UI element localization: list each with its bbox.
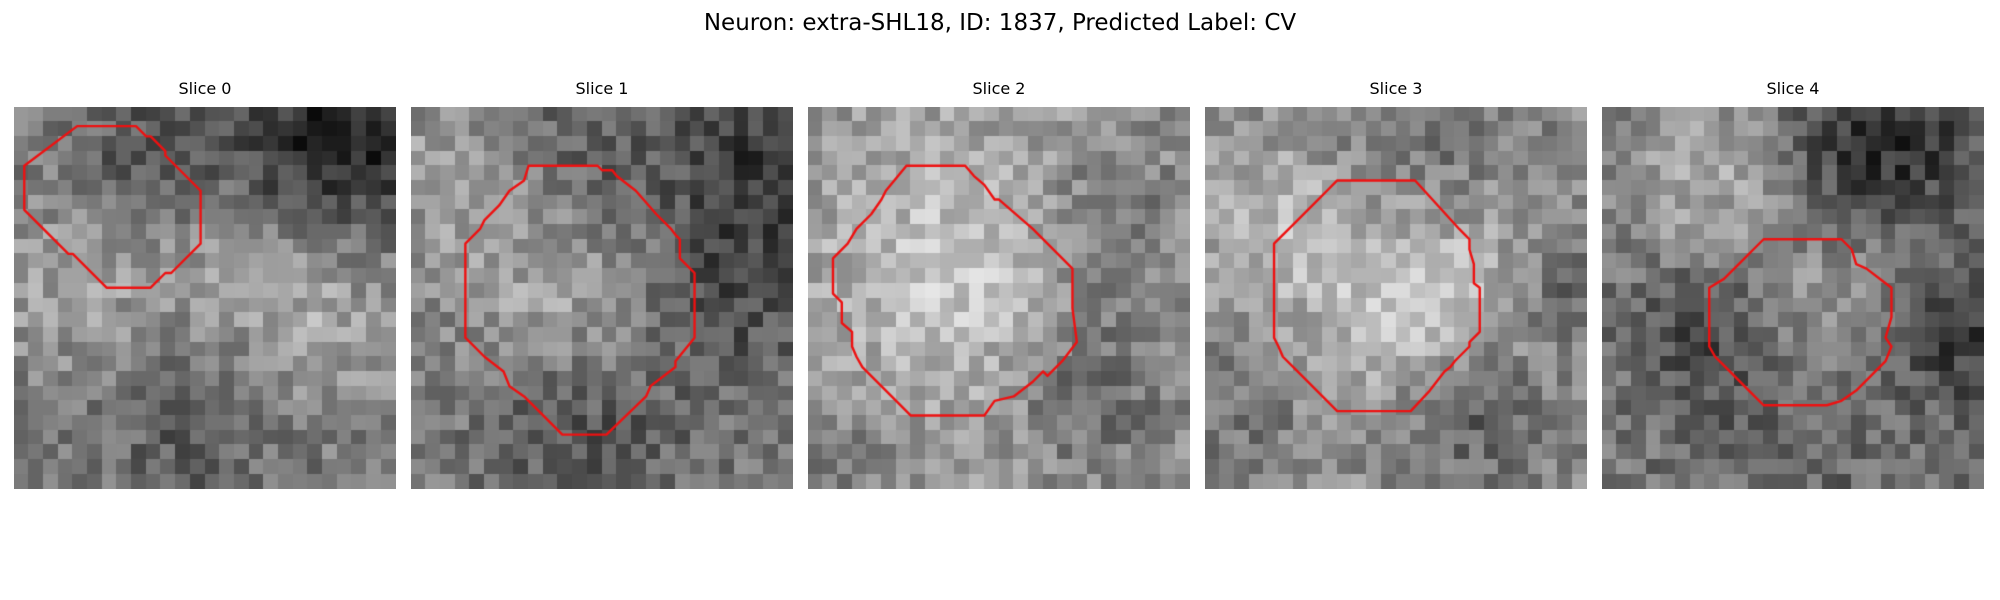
slice-image-4: [1602, 107, 1984, 489]
slice-panel-2: Slice 2: [808, 79, 1190, 489]
slice-panel-3: Slice 3: [1205, 79, 1587, 489]
slice-image-0: [14, 107, 396, 489]
slice-image-3: [1205, 107, 1587, 489]
slice-image-2: [808, 107, 1190, 489]
slice-title-4: Slice 4: [1766, 79, 1820, 98]
slice-title-1: Slice 1: [575, 79, 629, 98]
slice-panel-4: Slice 4: [1602, 79, 1984, 489]
figure-title: Neuron: extra-SHL18, ID: 1837, Predicted…: [703, 10, 1297, 36]
slice-panel-1: Slice 1: [411, 79, 793, 489]
slice-title-2: Slice 2: [972, 79, 1026, 98]
slice-title-0: Slice 0: [178, 79, 232, 98]
slice-title-3: Slice 3: [1369, 79, 1423, 98]
slice-image-1: [411, 107, 793, 489]
slice-panel-0: Slice 0: [14, 79, 396, 489]
